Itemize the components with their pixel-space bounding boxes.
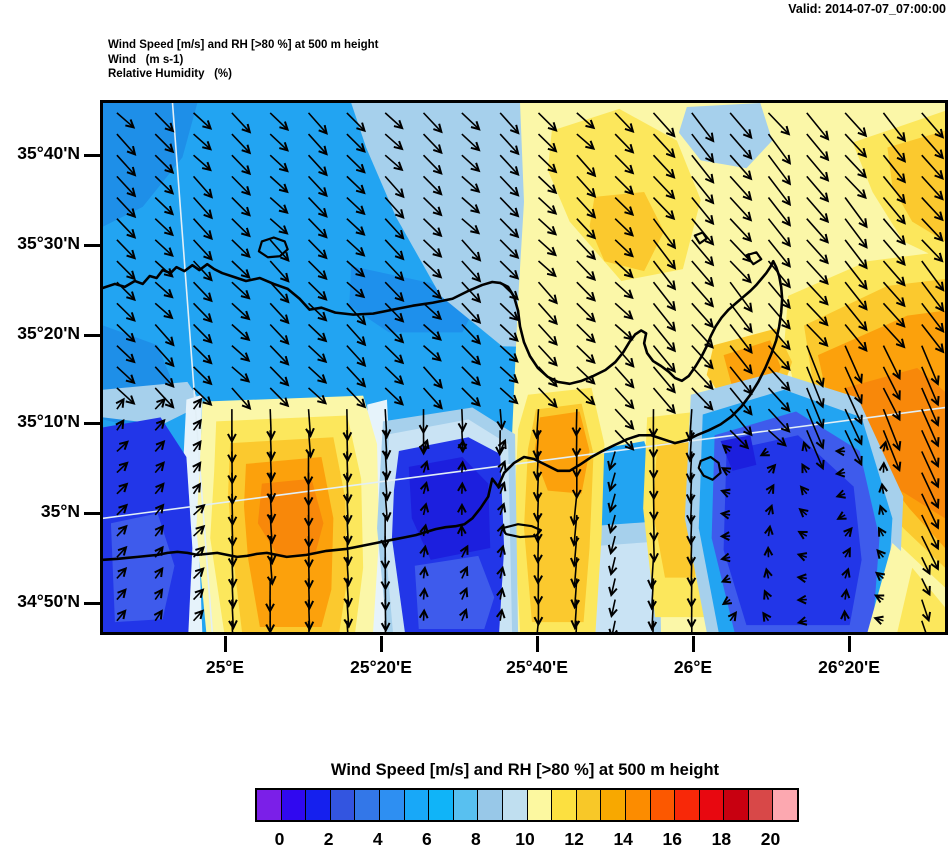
graticule-line: [103, 406, 945, 520]
lat-label: 35°N: [40, 501, 80, 521]
colorbar-cell: [552, 790, 577, 820]
lon-label: 25°E: [205, 657, 245, 677]
island-coastline: [257, 236, 289, 259]
contour-region: [103, 381, 203, 425]
colorbar: [255, 788, 799, 822]
valid-time-label: Valid: 2014-07-07_07:00:00: [788, 2, 946, 16]
lat-label: 35°40'N: [17, 143, 80, 163]
lat-label: 35°10'N: [17, 411, 80, 431]
wind-arrows: [115, 112, 945, 632]
colorbar-cell: [281, 790, 307, 820]
lon-label: 25°20'E: [350, 657, 412, 677]
weather-map-svg: [103, 103, 945, 632]
contour-region: [408, 456, 491, 560]
lat-tick: [84, 422, 100, 425]
colorbar-tick-label: 0: [274, 829, 285, 849]
colorbar-cell: [601, 790, 626, 820]
contour-region: [414, 555, 495, 630]
contour-region: [723, 435, 862, 626]
lat-label: 34°50'N: [17, 591, 80, 611]
contour-region: [589, 191, 665, 272]
colorbar-cell: [330, 790, 356, 820]
colorbar-tick-label: 10: [515, 829, 535, 849]
lat-tick: [84, 334, 100, 337]
lat-label: 35°20'N: [17, 323, 80, 343]
lon-label: 26°E: [673, 657, 713, 677]
lat-tick: [84, 512, 100, 515]
contour-region: [593, 542, 654, 632]
colorbar-cell: [453, 790, 479, 820]
lon-label: 25°40'E: [506, 657, 568, 677]
colorbar-cell: [650, 790, 676, 820]
contour-region: [845, 367, 945, 519]
map-title-line: Relative Humidity (%): [108, 68, 232, 80]
colorbar-cell: [699, 790, 725, 820]
colorbar-cell: [379, 790, 405, 820]
colorbar-cell: [527, 790, 553, 820]
colorbar-cell: [724, 790, 749, 820]
island-coastline: [693, 231, 708, 245]
map-frame: [100, 100, 948, 635]
lon-tick: [692, 636, 695, 652]
lon-tick: [380, 636, 383, 652]
map-title-line: Wind Speed [m/s] and RH [>80 %] at 500 m…: [108, 39, 379, 51]
colorbar-tick-label: 4: [372, 829, 383, 849]
colorbar-cell: [404, 790, 430, 820]
contour-region: [103, 103, 198, 227]
colorbar-tick-label: 6: [421, 829, 432, 849]
colorbar-tick-label: 16: [662, 829, 682, 849]
colorbar-cell: [748, 790, 774, 820]
colorbar-cell: [675, 790, 700, 820]
lon-tick: [536, 636, 539, 652]
map-title-block: Wind Speed [m/s] and RH [>80 %] at 500 m…: [108, 38, 379, 82]
map-title-line: Wind (m s-1): [108, 53, 184, 66]
colorbar-tick-label: 8: [471, 829, 481, 849]
colorbar-cell: [773, 790, 798, 820]
lat-tick: [84, 154, 100, 157]
colorbar-tick-label: 18: [711, 829, 732, 849]
colorbar-cell: [576, 790, 602, 820]
colorbar-tick-label: 2: [323, 829, 334, 849]
lon-tick: [224, 636, 227, 652]
colorbar-cell: [257, 790, 282, 820]
lat-tick: [84, 244, 100, 247]
colorbar-cell: [306, 790, 331, 820]
lat-tick: [84, 602, 100, 605]
lat-label: 35°30'N: [17, 233, 80, 253]
colorbar-tick-label: 12: [564, 829, 584, 849]
colorbar-cell: [625, 790, 651, 820]
colorbar-tick-label: 14: [613, 829, 633, 849]
island-coastline: [697, 455, 722, 481]
colorbar-cell: [502, 790, 528, 820]
colorbar-title: Wind Speed [m/s] and RH [>80 %] at 500 m…: [330, 761, 720, 779]
colorbar-cell: [478, 790, 503, 820]
colorbar-cell: [355, 790, 380, 820]
lon-label: 26°20'E: [818, 657, 880, 677]
colorbar-tick-label: 20: [760, 829, 781, 849]
graticule-line: [171, 103, 214, 632]
lon-tick: [848, 636, 851, 652]
contour-region: [349, 266, 473, 333]
colorbar-cell: [429, 790, 454, 820]
